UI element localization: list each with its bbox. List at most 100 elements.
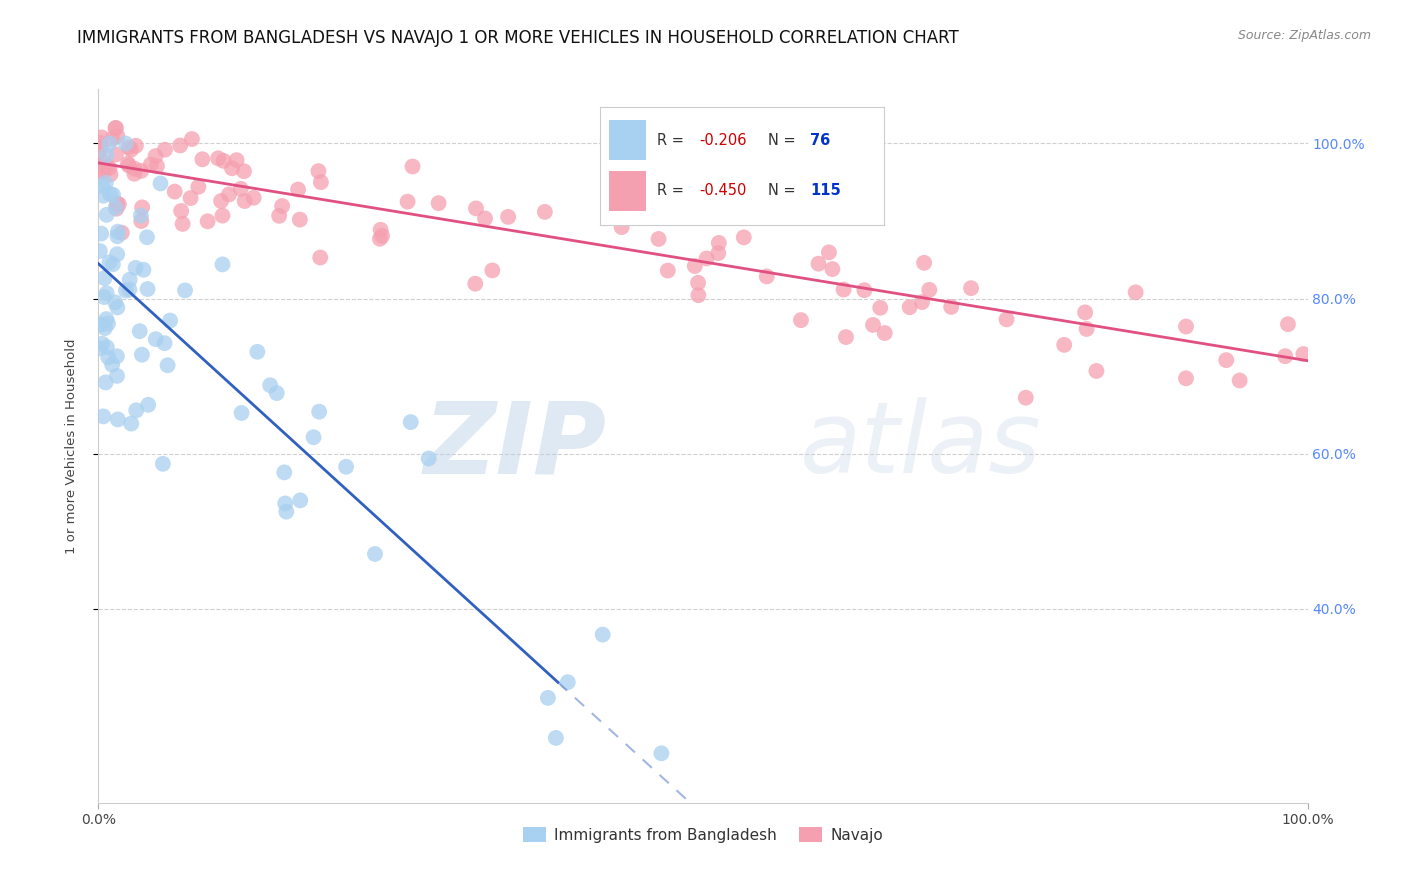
- Point: [96, 208, 118, 222]
- Point: [1076, 322, 1098, 336]
- Point: [790, 313, 813, 327]
- Point: [912, 256, 935, 270]
- Point: [90, 227, 112, 241]
- Point: [707, 246, 730, 260]
- Point: [105, 301, 128, 315]
- Point: [94, 376, 117, 390]
- Point: [89, 342, 111, 356]
- Point: [302, 430, 325, 444]
- Point: [125, 403, 148, 417]
- Point: [136, 282, 159, 296]
- Point: [212, 153, 235, 168]
- Point: [853, 283, 876, 297]
- Point: [657, 263, 679, 277]
- Point: [174, 284, 197, 298]
- Point: [124, 161, 146, 176]
- Point: [269, 209, 291, 223]
- Point: [396, 194, 419, 209]
- Point: [259, 378, 281, 392]
- Point: [93, 188, 115, 202]
- Point: [129, 214, 152, 228]
- Point: [105, 202, 128, 216]
- Point: [271, 199, 294, 213]
- Point: [1074, 305, 1097, 319]
- Point: [129, 209, 152, 223]
- Point: [821, 262, 844, 277]
- Point: [276, 505, 298, 519]
- Point: [1175, 371, 1198, 385]
- Point: [120, 143, 142, 157]
- Point: [544, 731, 567, 745]
- Point: [97, 351, 120, 365]
- Y-axis label: 1 or more Vehicles in Household: 1 or more Vehicles in Household: [65, 338, 77, 554]
- Point: [104, 147, 127, 161]
- Point: [287, 182, 309, 196]
- Point: [136, 398, 159, 412]
- Point: [104, 120, 127, 135]
- Point: [686, 276, 709, 290]
- Point: [370, 223, 392, 237]
- Point: [120, 417, 142, 431]
- Point: [153, 336, 176, 351]
- Point: [107, 412, 129, 426]
- Point: [163, 185, 186, 199]
- Point: [537, 690, 560, 705]
- Point: [108, 197, 131, 211]
- Point: [97, 317, 120, 331]
- Point: [104, 295, 127, 310]
- Point: [273, 466, 295, 480]
- Point: [941, 300, 963, 314]
- Point: [145, 332, 167, 346]
- Point: [118, 283, 141, 297]
- Point: [170, 204, 193, 219]
- Point: [1015, 391, 1038, 405]
- Point: [101, 358, 124, 372]
- Point: [474, 211, 496, 226]
- Point: [995, 312, 1018, 326]
- Point: [96, 160, 118, 174]
- Legend: Immigrants from Bangladesh, Navajo: Immigrants from Bangladesh, Navajo: [517, 821, 889, 848]
- Point: [557, 675, 579, 690]
- Point: [131, 348, 153, 362]
- Point: [465, 202, 488, 216]
- Point: [274, 496, 297, 510]
- Point: [225, 153, 247, 168]
- Point: [232, 164, 254, 178]
- Point: [211, 257, 233, 271]
- Point: [688, 288, 710, 302]
- Text: IMMIGRANTS FROM BANGLADESH VS NAVAJO 1 OR MORE VEHICLES IN HOUSEHOLD CORRELATION: IMMIGRANTS FROM BANGLADESH VS NAVAJO 1 O…: [77, 29, 959, 46]
- Point: [90, 140, 112, 154]
- Point: [98, 161, 121, 175]
- Point: [246, 344, 269, 359]
- Point: [187, 179, 209, 194]
- Point: [309, 251, 332, 265]
- Point: [114, 136, 136, 151]
- Point: [481, 263, 503, 277]
- Point: [534, 205, 557, 219]
- Point: [94, 321, 117, 335]
- Point: [898, 300, 921, 314]
- Point: [152, 457, 174, 471]
- Point: [1215, 353, 1237, 368]
- Point: [233, 194, 256, 208]
- Point: [207, 151, 229, 165]
- Point: [129, 164, 152, 178]
- Point: [1229, 374, 1251, 388]
- Point: [98, 136, 121, 151]
- Point: [91, 336, 114, 351]
- Point: [464, 277, 486, 291]
- Point: [707, 235, 730, 250]
- Point: [683, 259, 706, 273]
- Point: [1277, 317, 1299, 331]
- Point: [124, 260, 146, 275]
- Point: [657, 205, 679, 219]
- Point: [960, 281, 983, 295]
- Point: [115, 284, 138, 298]
- Point: [107, 229, 129, 244]
- Point: [496, 210, 519, 224]
- Point: [371, 228, 394, 243]
- Point: [755, 269, 778, 284]
- Point: [807, 257, 830, 271]
- Point: [89, 159, 111, 173]
- Point: [911, 295, 934, 310]
